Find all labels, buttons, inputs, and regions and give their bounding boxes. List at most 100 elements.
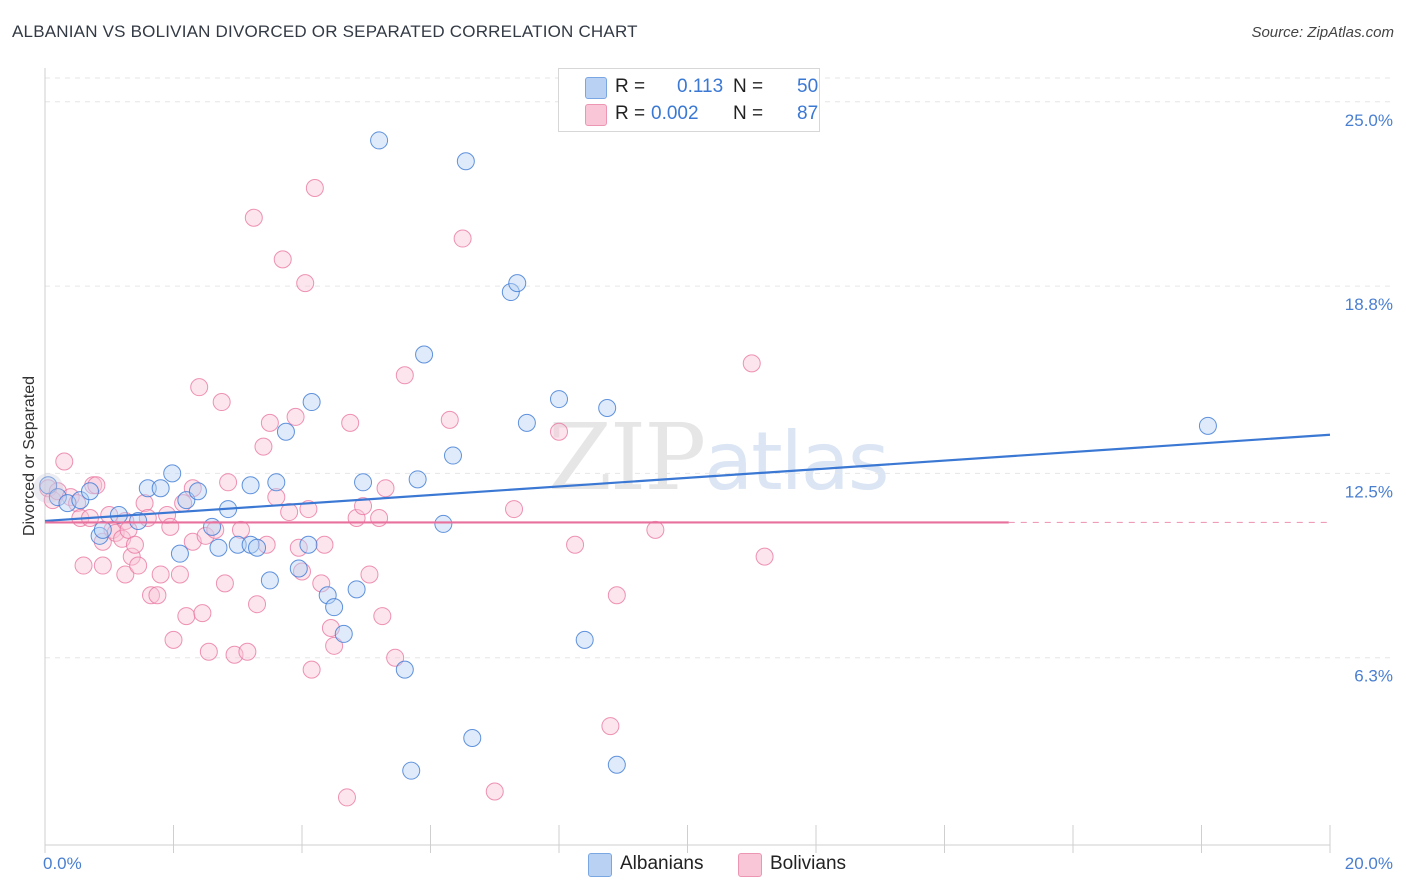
bolivians-point bbox=[370, 508, 389, 527]
bolivians-point bbox=[440, 410, 459, 429]
bolivians-point bbox=[286, 407, 305, 426]
stats-legend: R = 0.113 N = 50 R = 0.002 N = 87 bbox=[558, 68, 820, 132]
chart-title: ALBANIAN VS BOLIVIAN DIVORCED OR SEPARAT… bbox=[12, 22, 638, 41]
albanians-point bbox=[443, 446, 462, 465]
bottom-legend-label: Albanians bbox=[620, 853, 704, 874]
albanians-point bbox=[93, 520, 112, 539]
gridlines bbox=[45, 77, 1395, 659]
bolivians-swatch bbox=[738, 853, 762, 877]
albanians-point bbox=[607, 755, 626, 774]
cluster-dot bbox=[33, 473, 64, 504]
albanians-point bbox=[354, 473, 373, 492]
y-axis-title: Divorced or Separated bbox=[21, 376, 38, 536]
bolivians-point bbox=[395, 366, 414, 385]
albanians-swatch bbox=[585, 77, 607, 99]
y-tick-label: 6.3% bbox=[1354, 667, 1393, 686]
albanians-point bbox=[289, 559, 308, 578]
albanians-point bbox=[151, 479, 170, 498]
albanians-point bbox=[501, 283, 520, 302]
bolivians-point bbox=[43, 491, 62, 510]
albanians-point bbox=[276, 422, 295, 441]
watermark-atlas: atlas bbox=[704, 415, 889, 508]
y-tick-label: 18.8% bbox=[1345, 295, 1393, 314]
bolivians-point bbox=[196, 526, 215, 545]
bolivians-point bbox=[93, 556, 112, 575]
albanians-point bbox=[170, 544, 189, 563]
albanians-point bbox=[48, 488, 67, 507]
bolivians-point bbox=[238, 642, 257, 661]
albanians-point bbox=[575, 630, 594, 649]
albanians-trend-line bbox=[44, 433, 1331, 523]
albanians-point bbox=[90, 526, 109, 545]
bolivians-point bbox=[260, 413, 279, 432]
bolivians-point bbox=[164, 630, 183, 649]
bolivians-point bbox=[337, 788, 356, 807]
albanians-point bbox=[402, 761, 421, 780]
bolivians-point bbox=[254, 437, 273, 456]
bolivians-point bbox=[453, 229, 472, 248]
albanians-point bbox=[188, 482, 207, 501]
albanians-point bbox=[267, 473, 286, 492]
bolivians-point bbox=[386, 648, 405, 667]
bolivians-point bbox=[566, 535, 585, 554]
albanians-point bbox=[129, 511, 148, 530]
bolivians-point bbox=[742, 354, 761, 373]
bolivians-point bbox=[273, 250, 292, 269]
legend-n-value: 50 bbox=[797, 76, 819, 97]
bolivians-point bbox=[289, 538, 308, 557]
albanians-point bbox=[434, 514, 453, 533]
bolivians-point bbox=[325, 636, 344, 655]
bolivians-points bbox=[39, 178, 774, 807]
bolivians-point bbox=[148, 586, 167, 605]
bolivians-point bbox=[296, 274, 315, 293]
albanians-point bbox=[370, 131, 389, 150]
albanians-swatch bbox=[588, 853, 612, 877]
albanians-point bbox=[39, 476, 58, 495]
bolivians-point bbox=[212, 393, 231, 412]
bolivians-point bbox=[161, 517, 180, 536]
bolivians-point bbox=[755, 547, 774, 566]
albanians-point bbox=[260, 571, 279, 590]
bolivians-point bbox=[550, 422, 568, 441]
bolivians-point bbox=[129, 556, 148, 575]
albanians-point bbox=[463, 728, 482, 747]
y-tick-label: 25.0% bbox=[1345, 111, 1393, 130]
bolivians-point bbox=[142, 586, 161, 605]
albanians-point bbox=[598, 398, 617, 417]
legend-r-value: 0.002 bbox=[651, 103, 699, 124]
bolivians-swatch bbox=[585, 104, 607, 126]
bolivians-point bbox=[151, 565, 170, 584]
albanians-point bbox=[508, 274, 527, 293]
bolivians-point bbox=[244, 208, 263, 227]
bolivians-point bbox=[360, 565, 379, 584]
bolivians-point bbox=[299, 500, 318, 519]
bolivians-point bbox=[354, 497, 373, 516]
albanians-point bbox=[163, 464, 182, 483]
albanians-point bbox=[302, 393, 321, 412]
albanians-point bbox=[395, 660, 414, 679]
albanians-point bbox=[248, 538, 267, 557]
bolivians-point bbox=[505, 500, 524, 519]
albanians-points bbox=[33, 131, 1217, 780]
bolivians-point bbox=[373, 607, 392, 626]
bolivians-point bbox=[190, 378, 209, 397]
bottom-legend-label: Bolivians bbox=[770, 853, 847, 874]
legend-r-label: R = bbox=[615, 103, 646, 124]
albanians-point bbox=[415, 345, 434, 364]
bolivians-point bbox=[248, 595, 267, 614]
bolivians-point bbox=[125, 535, 144, 554]
albanians-point bbox=[456, 152, 475, 171]
bolivians-point bbox=[607, 586, 626, 605]
legend-n-label: N = bbox=[733, 76, 764, 97]
bolivians-point bbox=[55, 452, 74, 471]
tick-labels: 25.0% 18.8% 12.5% 6.3% 0.0% 20.0% Divorced or … bbox=[21, 111, 1393, 873]
albanians-point bbox=[347, 580, 366, 599]
bolivians-point bbox=[74, 556, 93, 575]
bolivians-point bbox=[199, 642, 218, 661]
bolivians-point bbox=[122, 547, 141, 566]
source-label: Source: ZipAtlas.com bbox=[1251, 24, 1394, 41]
watermark-zip: ZIP bbox=[548, 404, 706, 511]
bolivians-point bbox=[215, 574, 234, 593]
albanians-point bbox=[408, 470, 427, 489]
